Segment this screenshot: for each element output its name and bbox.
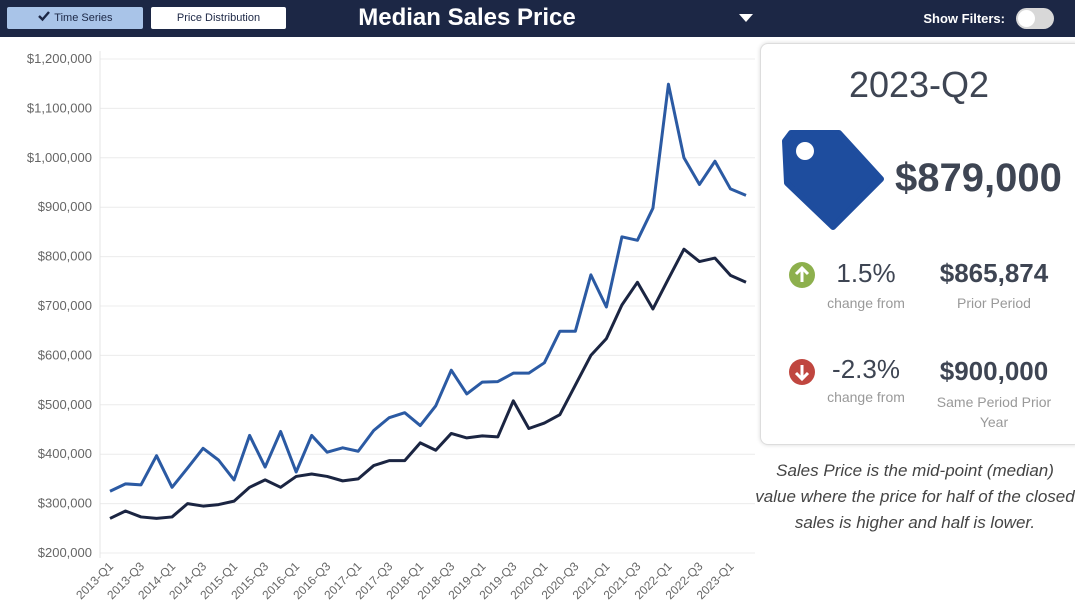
y-tick-label: $1,200,000: [27, 51, 92, 66]
up-arrow-icon: [789, 262, 815, 288]
y-tick-label: $700,000: [38, 298, 92, 313]
line: [109, 247, 747, 520]
year-label: Same Period Prior Year: [936, 394, 1052, 430]
time-series-button[interactable]: Time Series: [7, 7, 143, 29]
down-arrow-icon: [789, 359, 815, 385]
y-tick-label: $600,000: [38, 347, 92, 362]
y-tick-label: $900,000: [38, 199, 92, 214]
price-tag-icon: [782, 130, 884, 230]
period: 2023-Q2: [848, 64, 990, 105]
line: [109, 82, 747, 493]
y-tick-label: $200,000: [38, 545, 92, 560]
button-label: Time Series: [54, 12, 113, 24]
summary-card: 2023-Q2 $879,000 1.5% change from $865,8…: [760, 43, 1075, 445]
header-bar: Time Series Price Distribution Median Sa…: [0, 0, 1075, 37]
filters-label: Show Filters:: [923, 11, 1005, 26]
median-price: $879,000: [895, 156, 1062, 200]
y-tick-label: $1,000,000: [27, 150, 92, 165]
y-tick-label: $1,100,000: [27, 100, 92, 115]
price-distribution-button[interactable]: Price Distribution: [151, 7, 286, 29]
y-tick-label: $500,000: [38, 397, 92, 412]
change-note: change from: [827, 389, 905, 405]
y-tick-label: $300,000: [38, 496, 92, 511]
y-tick-label: $400,000: [38, 446, 92, 461]
year-change: -2.3%: [832, 354, 900, 384]
prior-value: $865,874: [939, 258, 1049, 288]
year-value: $900,000: [939, 356, 1049, 386]
y-tick-label: $800,000: [38, 249, 92, 264]
filters-toggle[interactable]: [1016, 8, 1054, 29]
check-icon: [38, 11, 51, 22]
prior-change: 1.5%: [836, 258, 896, 288]
change-note: change from: [827, 295, 905, 311]
chart: $200,000 $300,000 $400,000 $500,000 $600,000…: [27, 51, 755, 602]
dashboard-title: Median Sales Price: [358, 4, 576, 31]
dropdown-caret[interactable]: [738, 13, 754, 23]
description: Sales Price is the mid-point (median) va…: [755, 461, 1075, 532]
prior-label: Prior Period: [957, 295, 1031, 311]
